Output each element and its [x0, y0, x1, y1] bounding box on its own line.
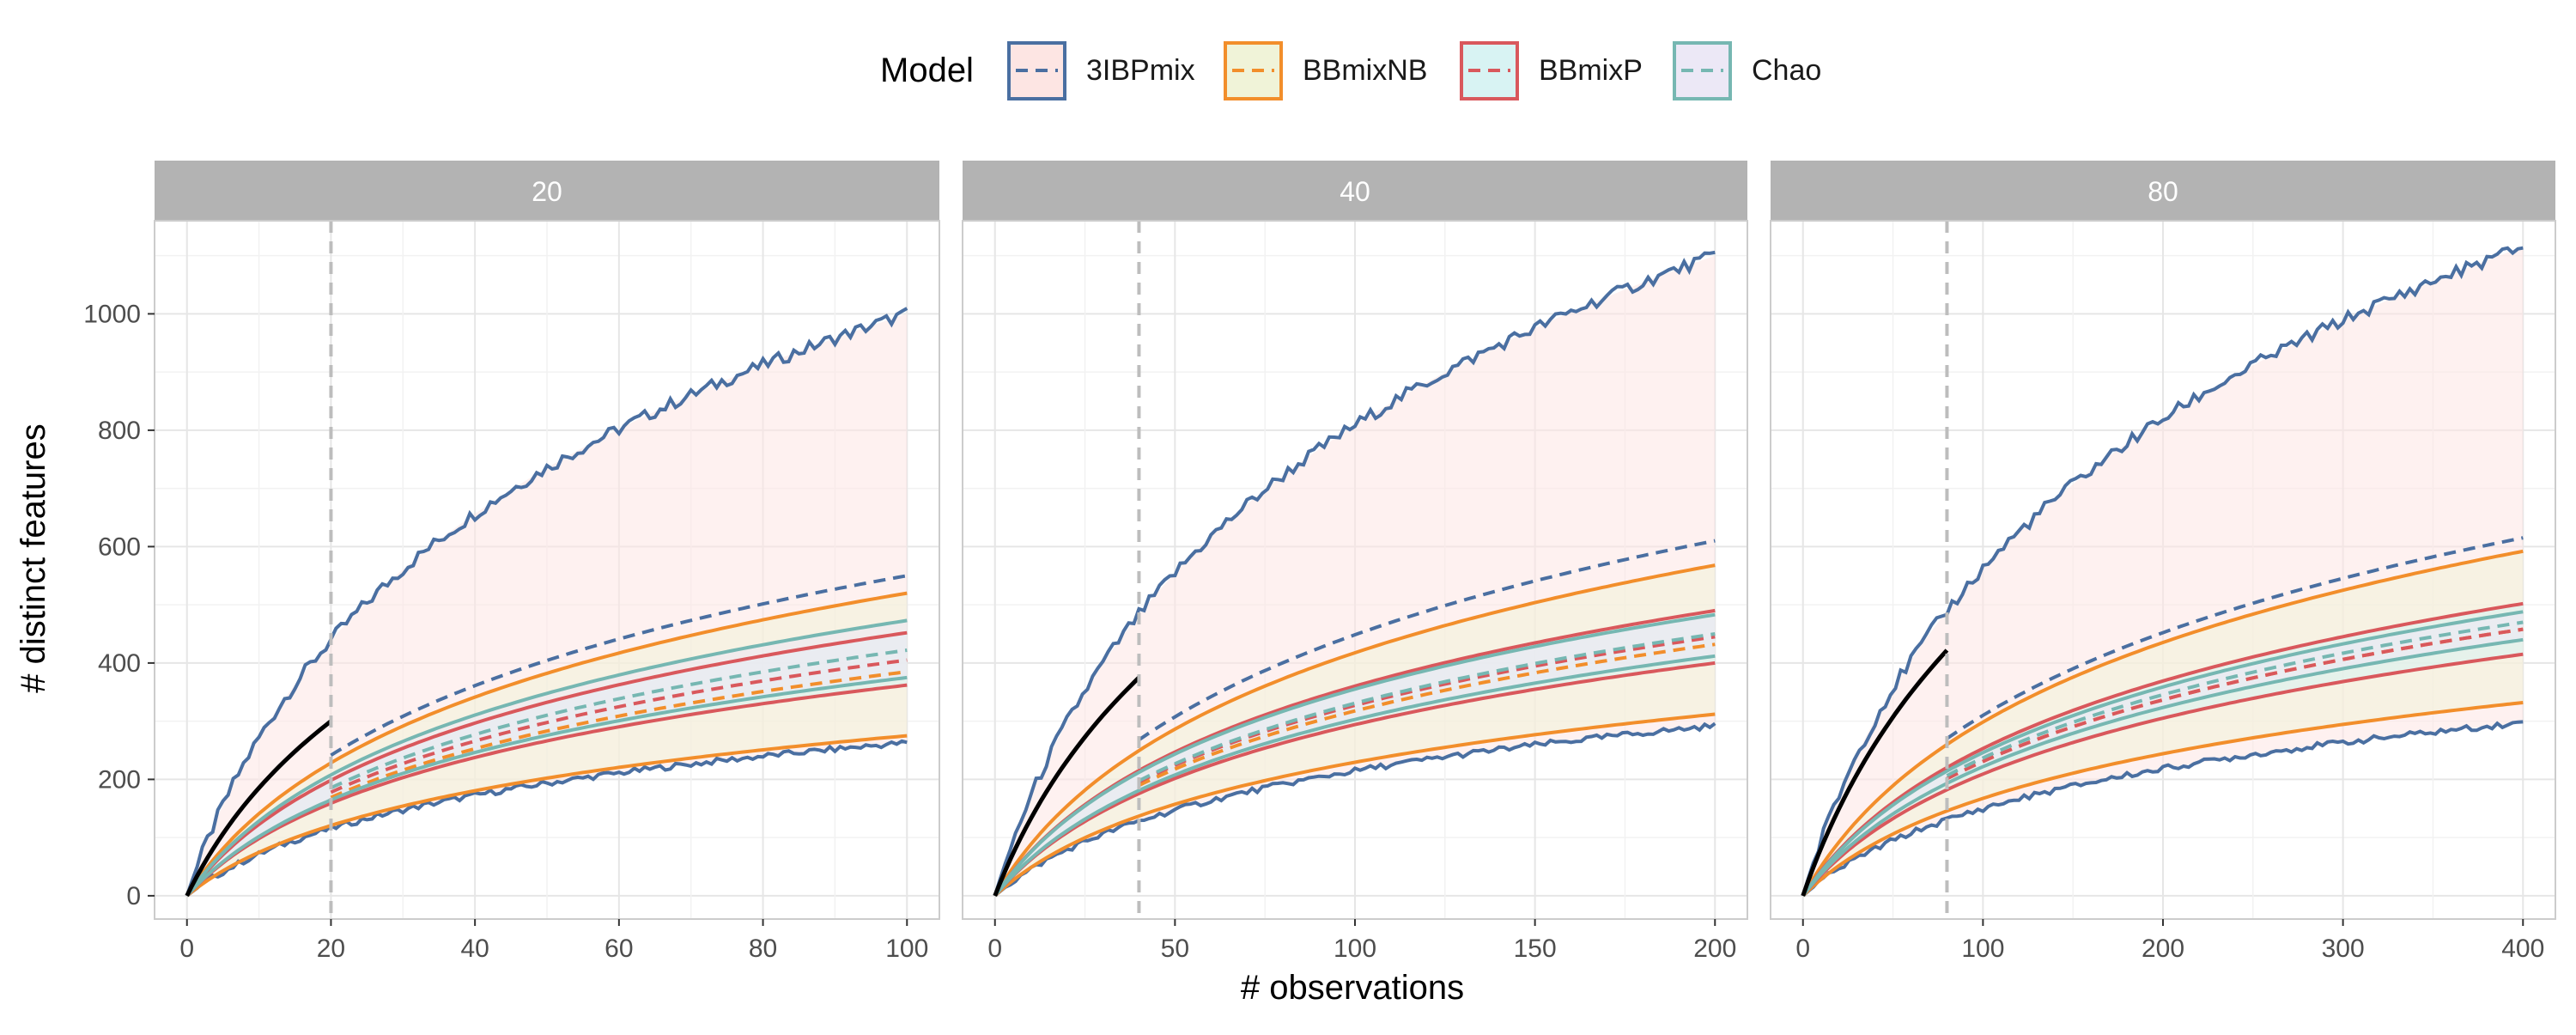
- y-tick-label: 800: [98, 417, 141, 445]
- line-bbmixnb-upper: [185, 591, 908, 898]
- line-chao-mean: [330, 648, 908, 790]
- panel-border-20: [154, 220, 940, 920]
- x-tick-label: 100: [1961, 935, 2004, 963]
- x-axis-label: # observations: [1241, 969, 1464, 1007]
- legend-item-3ibpmix: 3IBPmix: [1007, 41, 1195, 100]
- x-tick-label: 400: [2501, 935, 2544, 963]
- x-tick-label: 200: [1693, 935, 1736, 963]
- x-tick-label: 100: [1334, 935, 1376, 963]
- x-tick-label: 80: [749, 935, 777, 963]
- y-tick-label: 600: [98, 533, 141, 561]
- line-bbmixnb-lower: [1801, 701, 2524, 898]
- line-bbmixp-lower: [993, 661, 1716, 898]
- panel-strip-40: [963, 161, 1747, 221]
- line-bbmixnb-lower: [993, 712, 1716, 898]
- y-tick-label: 0: [126, 882, 141, 910]
- band-chao: [994, 614, 1716, 896]
- line-3ibpmix-mean: [330, 574, 908, 758]
- line-3ibpmix-lower: [993, 721, 1716, 898]
- legend-label-bbmixnb: BBmixNB: [1303, 54, 1427, 87]
- x-tick-label: 0: [987, 935, 1002, 963]
- line-chao-lower: [1801, 637, 2524, 898]
- line-chao-mean: [1946, 620, 2524, 777]
- line-bbmixnb-lower: [185, 734, 908, 898]
- panel-40: 40 0 50 100 150 200: [962, 161, 1748, 963]
- x-tick-label: 50: [1161, 935, 1189, 963]
- legend-title: Model: [880, 52, 974, 89]
- x-tick-label: 300: [2322, 935, 2365, 963]
- line-bbmixnb-upper: [993, 563, 1716, 897]
- x-tick-label: 150: [1514, 935, 1557, 963]
- x-tick-label: 100: [885, 935, 928, 963]
- legend-item-bbmixnb: BBmixNB: [1224, 41, 1427, 100]
- y-axis-label: # distinct features: [15, 423, 52, 693]
- y-tick-label: 1000: [83, 300, 141, 328]
- line-chao-upper: [1801, 610, 2524, 898]
- line-chao-mean: [1138, 632, 1716, 782]
- band-chao: [186, 620, 908, 896]
- legend-item-chao: Chao: [1673, 41, 1821, 100]
- line-3ibpmix-mean: [1138, 539, 1716, 742]
- x-tick-label: 200: [2142, 935, 2184, 963]
- observed-curve-80: [1801, 648, 1949, 897]
- x-tick-label: 20: [317, 935, 345, 963]
- line-chao-lower: [993, 654, 1716, 898]
- panel-lines-80: [1801, 246, 2524, 898]
- panel-strip-label-20: 20: [532, 176, 562, 207]
- line-bbmixp-mean: [330, 658, 908, 795]
- panel-strip-80: [1771, 161, 2555, 221]
- y-tick-label: 400: [98, 649, 141, 678]
- panel-strip-label-40: 40: [1340, 176, 1370, 207]
- line-bbmixp-upper: [185, 630, 908, 898]
- panel-strip-20: [155, 161, 939, 221]
- band-bbmixp: [1802, 603, 2524, 896]
- panel-strip-label-80: 80: [2148, 176, 2178, 207]
- line-bbmixp-upper: [1801, 601, 2524, 898]
- panel-80: 80 0 100 200 300 400: [1770, 161, 2556, 963]
- x-tick-label: 40: [460, 935, 489, 963]
- legend-label-chao: Chao: [1752, 54, 1821, 87]
- line-chao-lower: [185, 675, 908, 898]
- legend-label-3ibpmix: 3IBPmix: [1086, 54, 1195, 87]
- legend-item-bbmixp: BBmixP: [1460, 41, 1643, 100]
- x-tick-label: 60: [605, 935, 633, 963]
- line-3ibpmix-lower: [185, 739, 908, 898]
- line-3ibpmix-upper: [185, 307, 908, 897]
- line-bbmixp-mean: [1946, 627, 2524, 781]
- legend-label-bbmixp: BBmixP: [1539, 54, 1643, 87]
- line-chao-upper: [185, 618, 908, 898]
- line-3ibpmix-upper: [1801, 246, 2524, 897]
- panel-lines-20: [185, 307, 908, 898]
- panel-lines-40: [993, 250, 1716, 898]
- line-bbmixp-lower: [185, 683, 908, 898]
- line-bbmixnb-mean: [330, 670, 908, 800]
- x-tick-label: 0: [1795, 935, 1810, 963]
- observed-curve-20: [185, 719, 332, 898]
- x-tick-label: 0: [179, 935, 194, 963]
- observed-curve-40: [993, 676, 1141, 897]
- line-chao-upper: [993, 612, 1716, 898]
- panel-bands-20: [186, 314, 908, 896]
- line-bbmixnb-upper: [1801, 549, 2524, 897]
- line-bbmixp-lower: [1801, 652, 2524, 898]
- line-3ibpmix-upper: [993, 250, 1716, 897]
- y-tick-label: 200: [98, 765, 141, 794]
- line-bbmixnb-mean: [1138, 642, 1716, 788]
- legend: Model 3IBPmix BBmixNB BBmixP Chao: [880, 41, 1821, 100]
- line-3ibpmix-mean: [1946, 536, 2524, 740]
- line-3ibpmix-lower: [1801, 720, 2524, 898]
